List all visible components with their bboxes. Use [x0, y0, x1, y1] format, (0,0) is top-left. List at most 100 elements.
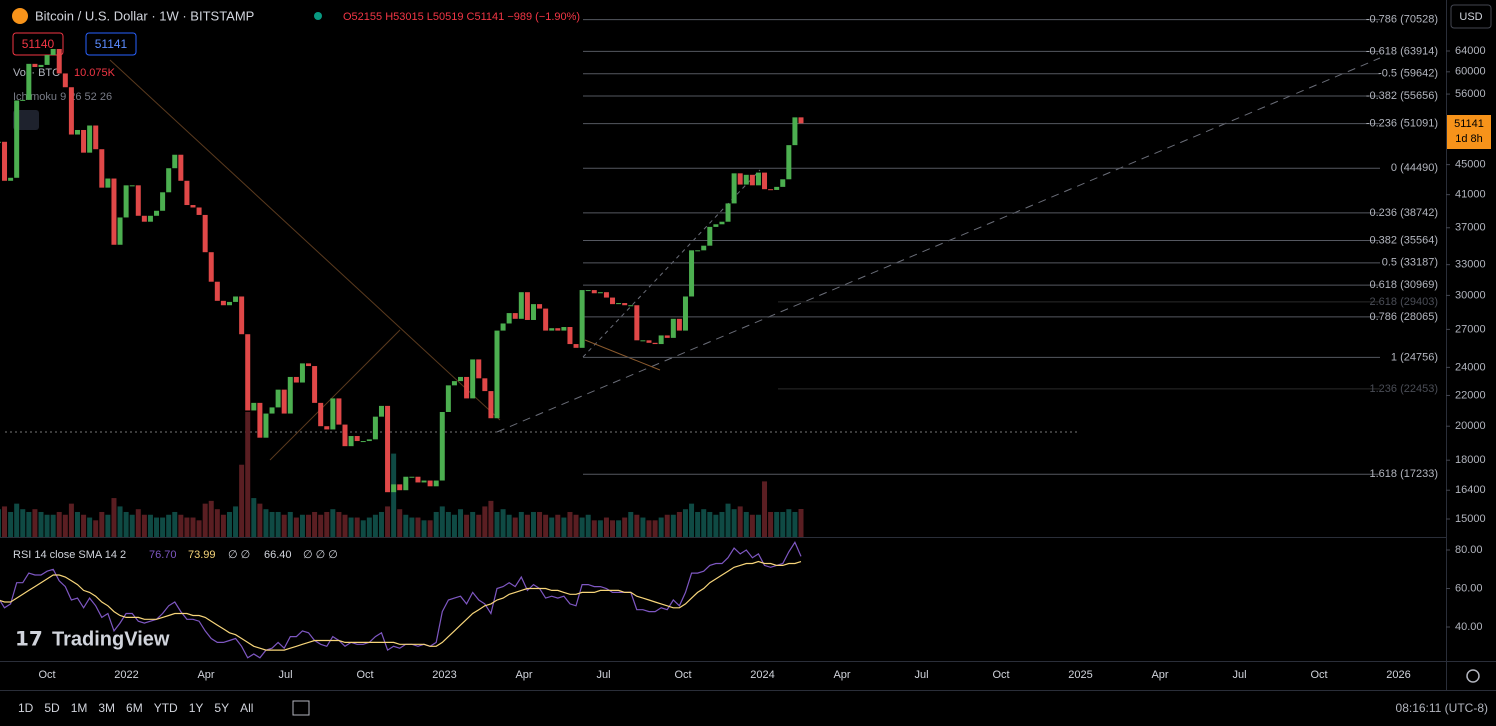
candle [366, 439, 372, 442]
candle [421, 480, 427, 483]
fib-label: -0.618 (63914) [1366, 45, 1438, 57]
volume-bar [226, 511, 232, 537]
volume-bar [354, 517, 360, 537]
time-label: Apr [1151, 669, 1168, 681]
candle [354, 436, 360, 442]
volume-bar [762, 481, 768, 537]
candle [512, 313, 518, 319]
candle [281, 389, 287, 414]
time-label: Apr [833, 669, 850, 681]
volume-bar [391, 453, 397, 537]
volume-bar [798, 508, 804, 537]
volume-bar [664, 514, 670, 537]
volume-bar [506, 514, 512, 537]
fib-label: 1.236 (22453) [1370, 383, 1439, 395]
volume-bar [743, 511, 749, 537]
volume-bar [597, 520, 603, 537]
time-label: Jul [1232, 669, 1246, 681]
symbol-title: Bitcoin / U.S. Dollar · 1W · BITSTAMP [35, 8, 254, 23]
candle [482, 378, 488, 392]
trend-line [584, 339, 661, 371]
volume-bar [239, 464, 245, 537]
range-button[interactable]: 1Y [189, 701, 204, 715]
candle [251, 402, 257, 411]
volume-bar [360, 520, 366, 537]
price-tick-label: 41000 [1455, 189, 1486, 201]
volume-bar [464, 514, 470, 537]
candle [202, 214, 208, 253]
fib-label: -0.382 (55656) [1366, 90, 1438, 102]
candle [299, 363, 305, 383]
volume-bar [488, 500, 494, 537]
volume-bar [50, 514, 56, 537]
candle [239, 296, 245, 335]
volume-bar [93, 520, 99, 537]
candle [792, 117, 798, 146]
range-button[interactable]: 6M [126, 701, 143, 715]
date-range-icon[interactable] [292, 700, 310, 716]
volume-bar [251, 498, 257, 537]
candle [190, 205, 196, 208]
volume-bar [44, 514, 50, 537]
price-tick-label: 15000 [1455, 513, 1486, 525]
candle [530, 304, 536, 320]
volume-bar [634, 514, 640, 537]
candle [737, 173, 743, 185]
settings-icon[interactable] [1466, 669, 1480, 683]
candle [378, 405, 384, 417]
time-label: 2022 [114, 669, 138, 681]
time-label: 2024 [750, 669, 774, 681]
currency: USD [1459, 11, 1482, 23]
range-button[interactable]: All [240, 701, 253, 715]
bid-box[interactable] [12, 32, 64, 56]
volume-bar [257, 503, 263, 537]
volume-bar [500, 509, 506, 537]
candle [141, 215, 147, 222]
trend-line [582, 169, 761, 358]
volume-bar [2, 506, 8, 537]
volume-bar [616, 520, 622, 537]
range-button[interactable]: 3M [98, 701, 115, 715]
time-label: Jul [278, 669, 292, 681]
ask: 51141 [95, 37, 128, 51]
candle [385, 405, 391, 493]
range-button[interactable]: 5Y [214, 701, 229, 715]
range-button[interactable]: YTD [154, 701, 178, 715]
candle [123, 185, 129, 218]
rsi-symbols: ∅ ∅ [228, 549, 250, 561]
bid: 51140 [22, 37, 55, 51]
rsi-tick-label: 60.00 [1455, 582, 1483, 594]
candle [160, 192, 166, 211]
range-button[interactable]: 1M [71, 701, 88, 715]
price-tick-label: 33000 [1455, 259, 1486, 271]
volume-bar [306, 514, 312, 537]
candle [488, 391, 494, 419]
volume-bar [8, 511, 14, 537]
volume-bar [147, 514, 153, 537]
volume-bar [293, 517, 299, 537]
candle [646, 340, 652, 343]
candle [154, 210, 160, 216]
volume-bar [154, 517, 160, 537]
volume-bar [172, 511, 178, 537]
volume-bar [695, 511, 701, 537]
candle [293, 376, 299, 383]
rsi-label: RSI 14 close SMA 14 2 [13, 549, 126, 561]
candle [38, 64, 44, 68]
volume-bar [208, 500, 214, 537]
volume-bar [470, 511, 476, 537]
volume-bar [561, 517, 567, 537]
candle [500, 323, 506, 331]
volume-bar [269, 511, 275, 537]
range-button[interactable]: 1D [18, 701, 34, 715]
volume-bar [409, 517, 415, 537]
volume-bar [731, 509, 737, 537]
collapse-button[interactable] [13, 110, 39, 130]
volume-bar [658, 517, 664, 537]
range-button[interactable]: 5D [44, 701, 60, 715]
ask-box[interactable] [85, 32, 137, 56]
candle [8, 177, 14, 181]
volume-bar [512, 517, 518, 537]
currency-button[interactable] [1450, 4, 1492, 29]
fib-label: 0.382 (35564) [1370, 234, 1439, 246]
